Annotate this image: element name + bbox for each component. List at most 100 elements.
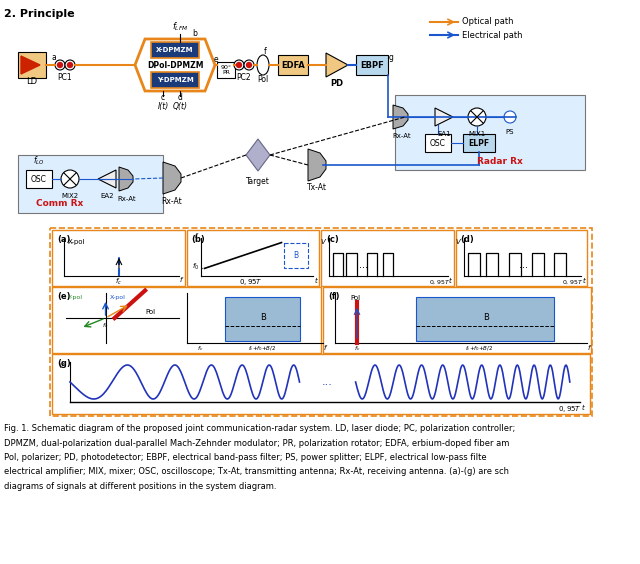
Text: ELPF: ELPF xyxy=(468,139,490,148)
Text: Q(t): Q(t) xyxy=(173,103,188,112)
Circle shape xyxy=(237,63,241,68)
Text: OSC: OSC xyxy=(31,174,47,183)
Text: $f$: $f$ xyxy=(588,342,593,351)
Text: $f_{LO}$: $f_{LO}$ xyxy=(33,155,45,168)
Text: EA2: EA2 xyxy=(100,193,114,199)
Text: B: B xyxy=(293,250,298,259)
Bar xyxy=(186,230,319,286)
Text: (c): (c) xyxy=(326,235,339,244)
Text: c: c xyxy=(161,94,165,103)
Text: (b): (b) xyxy=(191,235,205,244)
Text: DPol-DPMZM: DPol-DPMZM xyxy=(147,60,204,69)
Bar xyxy=(18,52,46,78)
Text: $0,95T$: $0,95T$ xyxy=(429,278,450,286)
Text: B: B xyxy=(260,314,266,323)
Text: Optical path: Optical path xyxy=(462,17,513,27)
Text: $f_c$: $f_c$ xyxy=(102,321,109,331)
Text: X-DPMZM: X-DPMZM xyxy=(156,47,194,53)
Text: f: f xyxy=(264,47,266,56)
Text: (f): (f) xyxy=(328,292,339,301)
Circle shape xyxy=(55,60,65,70)
Text: Y-pol: Y-pol xyxy=(68,296,83,301)
Text: ...: ... xyxy=(322,377,333,387)
Bar xyxy=(18,155,163,213)
Bar xyxy=(52,287,321,353)
Text: $0,95T$: $0,95T$ xyxy=(558,404,582,414)
Text: $f$: $f$ xyxy=(179,275,184,284)
Text: $0,95T$: $0,95T$ xyxy=(239,277,263,287)
Text: (d): (d) xyxy=(461,235,474,244)
Bar xyxy=(225,297,300,341)
Text: PC1: PC1 xyxy=(58,73,72,82)
Bar xyxy=(278,55,308,75)
Circle shape xyxy=(67,63,72,68)
Bar xyxy=(52,230,184,286)
Bar xyxy=(217,62,235,78)
Text: $f_c$: $f_c$ xyxy=(115,277,122,287)
Text: (a): (a) xyxy=(57,235,70,244)
Bar xyxy=(26,170,52,188)
Text: (g): (g) xyxy=(57,359,71,368)
Circle shape xyxy=(234,60,244,70)
Text: a: a xyxy=(52,54,56,63)
Circle shape xyxy=(468,108,486,126)
Text: $f$: $f$ xyxy=(194,231,199,240)
Text: $f_0$: $f_0$ xyxy=(192,261,199,272)
Polygon shape xyxy=(98,170,116,188)
Polygon shape xyxy=(326,53,348,77)
Text: I(t): I(t) xyxy=(157,103,168,112)
Bar xyxy=(284,243,308,268)
Text: $f_c$: $f_c$ xyxy=(197,345,204,354)
Text: X-pol: X-pol xyxy=(109,294,125,299)
Text: MIX2: MIX2 xyxy=(61,193,79,199)
Polygon shape xyxy=(393,105,408,129)
Text: DPMZM, dual-polarization dual-parallel Mach-Zehnder modulator; PR, polarization : DPMZM, dual-polarization dual-parallel M… xyxy=(4,438,509,447)
Text: $f_c{+}f_0{+}B/2$: $f_c{+}f_0{+}B/2$ xyxy=(465,345,493,354)
Text: Fig. 1. Schematic diagram of the proposed joint communication-radar system. LD, : Fig. 1. Schematic diagram of the propose… xyxy=(4,424,515,433)
Bar xyxy=(456,230,587,286)
Text: ...: ... xyxy=(519,259,528,270)
Polygon shape xyxy=(246,139,270,171)
Bar xyxy=(425,134,451,152)
Bar xyxy=(323,287,591,353)
Text: $f$: $f$ xyxy=(323,342,329,351)
Text: $V$: $V$ xyxy=(321,236,328,245)
Text: $t$: $t$ xyxy=(580,402,586,412)
Circle shape xyxy=(61,170,79,188)
Text: Target: Target xyxy=(246,177,270,186)
Polygon shape xyxy=(308,149,326,181)
Text: $t$: $t$ xyxy=(448,275,453,285)
Text: $f_c$: $f_c$ xyxy=(354,345,360,354)
Circle shape xyxy=(246,63,252,68)
Bar xyxy=(356,55,388,75)
Bar xyxy=(151,42,199,58)
Polygon shape xyxy=(435,108,453,126)
Text: $f_{LFM}$: $f_{LFM}$ xyxy=(172,21,188,33)
Text: $0,95T$: $0,95T$ xyxy=(563,278,584,286)
Text: PS: PS xyxy=(506,129,515,135)
Text: MIX1: MIX1 xyxy=(468,131,486,137)
Circle shape xyxy=(244,60,254,70)
Ellipse shape xyxy=(257,55,269,75)
Text: EDFA: EDFA xyxy=(281,60,305,69)
Text: LD: LD xyxy=(26,77,38,86)
Text: $V$: $V$ xyxy=(58,360,66,369)
Text: OSC: OSC xyxy=(430,139,446,148)
Text: g: g xyxy=(388,54,394,63)
Text: PC2: PC2 xyxy=(237,73,252,82)
Text: (e): (e) xyxy=(57,292,70,301)
Text: Y-DPMZM: Y-DPMZM xyxy=(157,77,193,83)
Text: $t$: $t$ xyxy=(582,275,586,285)
Text: ...: ... xyxy=(360,259,369,270)
Text: Rx-At: Rx-At xyxy=(118,196,136,202)
Text: 90°
PR: 90° PR xyxy=(221,65,232,76)
Polygon shape xyxy=(119,167,133,191)
Text: B: B xyxy=(483,314,489,323)
Text: Electrical path: Electrical path xyxy=(462,30,522,39)
Text: e: e xyxy=(214,55,218,64)
Text: Rx-At: Rx-At xyxy=(162,196,182,205)
Bar xyxy=(50,228,592,416)
Text: $t$: $t$ xyxy=(314,275,319,285)
Polygon shape xyxy=(163,162,181,194)
Text: diagrams of signals at different positions in the system diagram.: diagrams of signals at different positio… xyxy=(4,482,276,491)
